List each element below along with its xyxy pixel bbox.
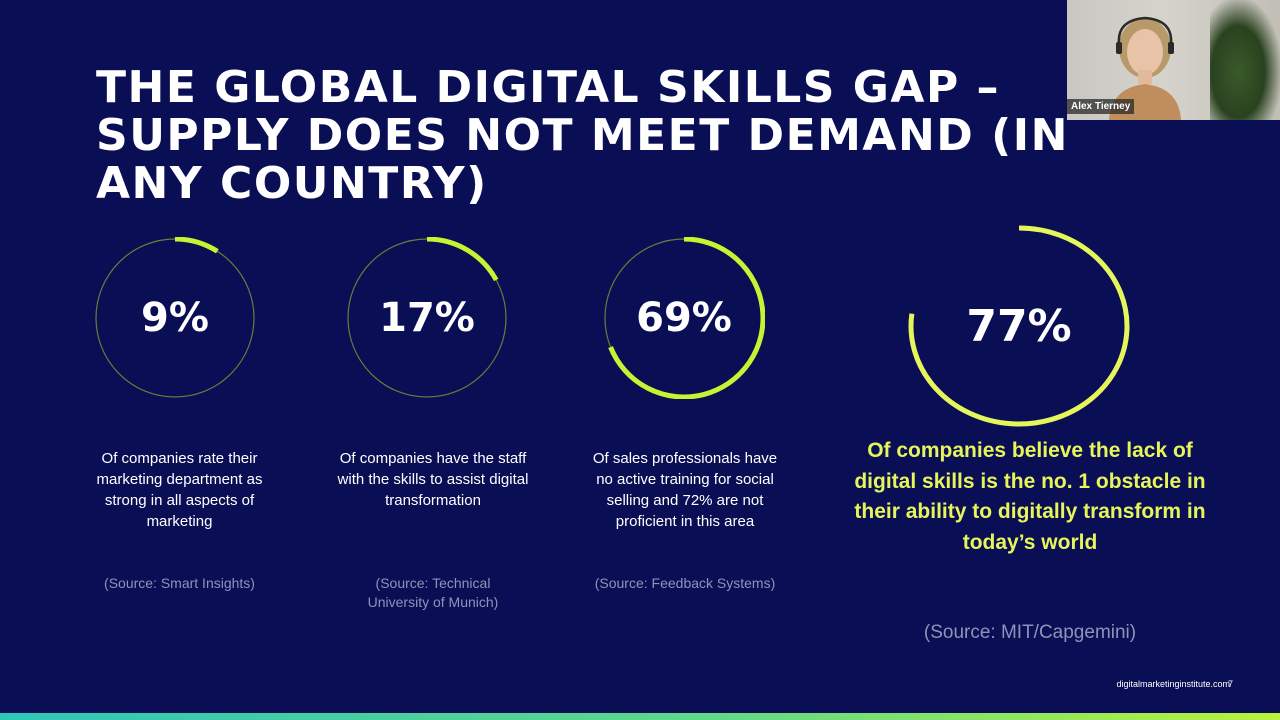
stat-ring-1: 9% [94,237,256,399]
stat-percent-1: 9% [141,295,209,341]
stat-source-1: (Source: Smart Insights) [104,575,255,591]
stat-description-4: Of companies believe the lack of digital… [854,439,1206,554]
stat-percent-3: 69% [636,295,732,341]
stat-source-2: (Source: Technical University of Munich) [367,575,499,610]
progress-ring-2 [347,237,507,398]
stat-ring-4: 77% [908,225,1130,427]
participant-video-tile[interactable]: Alex Tierney [1067,0,1280,120]
progress-ring-3 [604,237,765,399]
stat-description-1: Of companies rate their marketing depart… [96,450,263,530]
slide-title: THE GLOBAL DIGITAL SKILLS GAP – SUPPLY D… [96,64,1196,208]
stat-percent-2: 17% [379,295,475,341]
ring-arc-2 [426,237,499,282]
ring-arc-1 [174,237,219,254]
stat-source-3: (Source: Feedback Systems) [594,575,776,591]
footer-url: digitalmarketinginstitute.com [1116,679,1230,689]
progress-ring-1 [95,237,255,398]
stat-source-4: (Source: MIT/Capgemini) [923,622,1137,643]
ring-arc-4 [908,225,1130,427]
stat-description-3: Of sales professionals have no active tr… [592,450,778,530]
page-number: 7 [1228,679,1234,689]
title-line-3: ANY COUNTRY) [96,158,488,209]
stat-percent-4: 77% [966,300,1072,352]
stat-ring-2: 17% [346,237,508,399]
stat-description-2: Of companies have the staff with the ski… [337,450,529,509]
stat-ring-3: 69% [603,237,765,399]
participant-name-label: Alex Tierney [1067,99,1135,114]
background-plant [1210,0,1280,120]
progress-ring-4 [908,225,1130,427]
title-line-2: SUPPLY DOES NOT MEET DEMAND (IN [96,110,1069,161]
ring-arc-3 [608,237,765,399]
bottom-accent-bar [0,713,1280,720]
title-line-1: THE GLOBAL DIGITAL SKILLS GAP – [96,62,1001,113]
